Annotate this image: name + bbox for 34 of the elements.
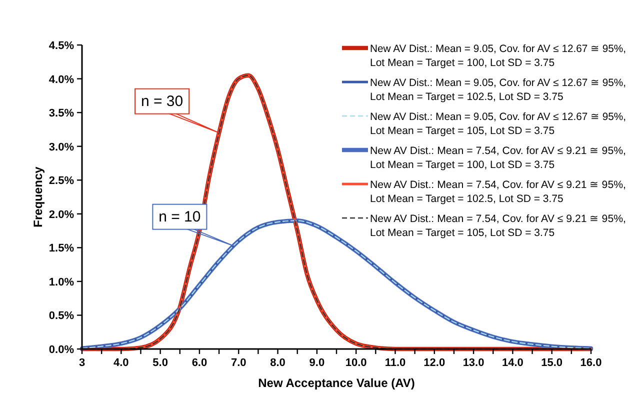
x-tick-label: 6.0 bbox=[192, 357, 208, 369]
legend-label: New AV Dist.: Mean = 9.05, Cov. for AV ≤ 12.67 ≅ 95%, Lot Mean = Target = 102.5, Lot SD = 3.75 bbox=[370, 77, 628, 103]
legend-label: New AV Dist.: Mean = 9.05, Cov. for AV ≤ 12.67 ≅ 95%, Lot Mean = Target = 105, Lot SD = 3.75 bbox=[370, 111, 628, 137]
x-tick-label: 15.0 bbox=[541, 357, 563, 369]
x-tick-label: 5.0 bbox=[152, 357, 168, 369]
y-axis-title: Frequency bbox=[31, 166, 45, 228]
x-tick-label: 10.0 bbox=[345, 357, 367, 369]
x-tick-label: 16.0 bbox=[580, 357, 602, 369]
legend-label: New AV Dist.: Mean = 7.54, Cov. for AV ≤ 9.21 ≅ 95%, Lot Mean = Target = 105, Lot SD = 3.75 bbox=[370, 213, 626, 239]
y-tick-label: 4.5% bbox=[48, 40, 74, 52]
y-tick-label: 1.5% bbox=[48, 242, 74, 255]
x-tick-label: 14.0 bbox=[502, 357, 524, 369]
legend-label: New AV Dist.: Mean = 7.54, Cov. for AV ≤ 9.21 ≅ 95%, Lot Mean = Target = 102.5, Lot SD = 3.75 bbox=[370, 179, 626, 205]
y-tick-label: 0.5% bbox=[48, 310, 74, 322]
legend-label: New AV Dist.: Mean = 7.54, Cov. for AV ≤ 9.21 ≅ 95%, Lot Mean = Target = 100, Lot SD = 3.75 bbox=[370, 145, 626, 171]
y-tick-label: 3.0% bbox=[48, 141, 74, 154]
y-tick-label: 2.0% bbox=[48, 208, 74, 221]
x-tick-label: 9.0 bbox=[309, 357, 325, 369]
x-tick-label: 13.0 bbox=[462, 357, 484, 369]
annotation: n = 30 bbox=[140, 92, 184, 110]
y-tick-label: 2.5% bbox=[48, 175, 74, 188]
y-tick-label: 0.0% bbox=[48, 344, 74, 356]
x-tick-label: 3 bbox=[78, 357, 86, 369]
y-tick-label: 1.0% bbox=[48, 276, 74, 288]
legend-label: New AV Dist.: Mean = 9.05, Cov. for AV ≤ 12.67 ≅ 95%, Lot Mean = Target = 100, Lot SD = 3.75 bbox=[370, 43, 628, 69]
x-tick-label: 7.0 bbox=[230, 357, 246, 369]
y-tick-label: 3.5% bbox=[48, 108, 74, 120]
x-tick-label: 4.0 bbox=[114, 357, 129, 369]
x-tick-label: 11.0 bbox=[384, 357, 406, 369]
y-tick-label: 4.0% bbox=[48, 74, 74, 86]
x-axis-title: New Acceptance Value (AV) bbox=[258, 376, 415, 390]
x-tick-label: 12.0 bbox=[424, 357, 446, 369]
annotation: n = 10 bbox=[158, 208, 201, 226]
x-tick-label: 8.0 bbox=[270, 357, 286, 369]
